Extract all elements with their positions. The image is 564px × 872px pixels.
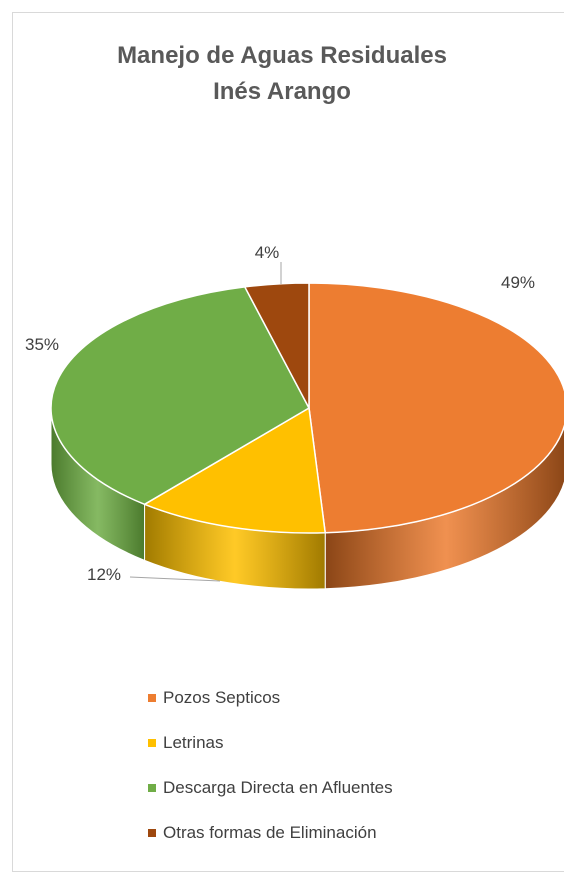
data-label-otras-formas: 4%: [255, 243, 280, 262]
legend-swatch-pozos-septicos: [148, 694, 156, 702]
data-label-letrinas: 12%: [87, 565, 121, 584]
legend-swatch-letrinas: [148, 739, 156, 747]
legend-swatch-descarga-directa: [148, 784, 156, 792]
data-label-pozos-septicos: 49%: [501, 273, 535, 292]
pie-slice-otras-formas: [244, 282, 310, 409]
legend-label-pozos-septicos: Pozos Septicos: [163, 688, 281, 707]
legend-label-letrinas: Letrinas: [163, 733, 224, 752]
legend-item-pozos-septicos: Pozos Septicos: [148, 688, 393, 708]
pie-slice-pozos-septicos: [308, 282, 564, 534]
leader-line-letrinas: [129, 576, 221, 582]
legend-swatch-otras-formas: [148, 829, 156, 837]
legend-item-letrinas: Letrinas: [148, 733, 393, 753]
data-label-descarga-directa: 35%: [25, 335, 59, 354]
legend: Pozos Septicos Letrinas Descarga Directa…: [148, 688, 393, 868]
chart-title-line-2: Inés Arango: [213, 78, 351, 105]
pie-slice-letrinas: [143, 407, 326, 534]
legend-label-otras-formas: Otras formas de Eliminación: [163, 823, 377, 842]
chart-title: Manejo de Aguas Residuales Inés Arango: [12, 38, 552, 110]
chart-title-line-1: Manejo de Aguas Residuales: [117, 42, 447, 69]
legend-item-otras-formas: Otras formas de Eliminación: [148, 823, 393, 843]
pie-slice-descarga-directa: [50, 286, 310, 506]
legend-item-descarga-directa: Descarga Directa en Afluentes: [148, 778, 393, 798]
legend-label-descarga-directa: Descarga Directa en Afluentes: [163, 778, 393, 797]
